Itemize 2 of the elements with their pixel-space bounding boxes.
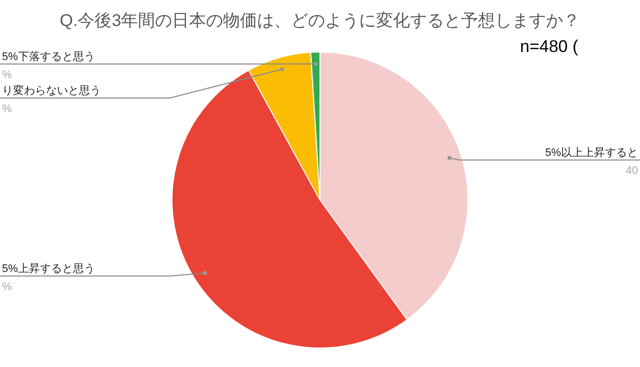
annotation: n=480 (: [520, 37, 578, 56]
title: Q.今後3年間の日本の物価は、どのように変化すると予想しますか？: [60, 11, 580, 30]
